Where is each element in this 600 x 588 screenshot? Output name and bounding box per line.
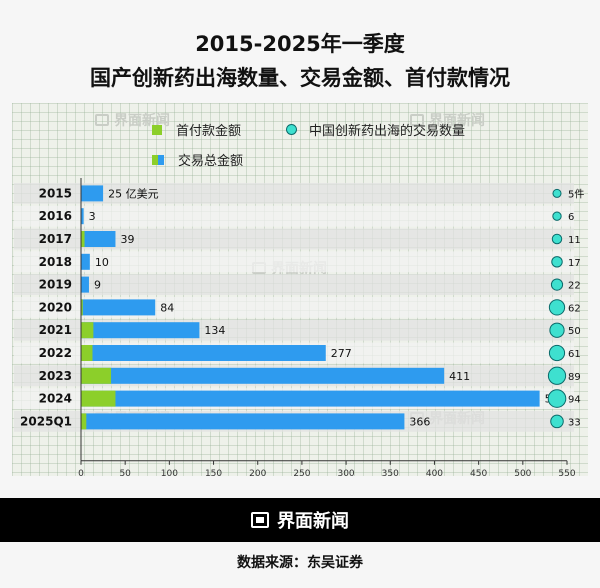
legend-upfront-swatch xyxy=(152,124,162,135)
logo-icon xyxy=(251,512,269,528)
count-bubble xyxy=(549,322,565,338)
legend-total-label: 交易总金额 xyxy=(178,154,244,169)
upfront-amount-bar xyxy=(81,231,85,247)
legend-upfront: 首付款金额 xyxy=(152,120,241,139)
category-label: 2025Q1 xyxy=(20,414,72,428)
x-tick-label: 400 xyxy=(426,469,443,479)
x-tick-label: 250 xyxy=(293,469,310,479)
count-label: 61 xyxy=(568,349,581,360)
category-label: 2021 xyxy=(39,323,72,337)
total-amount-bar xyxy=(81,367,445,384)
chart-title-line1: 2015-2025年一季度 xyxy=(195,32,405,56)
total-amount-bar xyxy=(81,185,104,202)
category-label: 2017 xyxy=(39,232,72,246)
legend-total-swatch-blue xyxy=(158,154,164,165)
total-value-label: 277 xyxy=(331,347,352,360)
count-label: 62 xyxy=(568,303,581,314)
total-amount-bar xyxy=(81,390,540,407)
count-bubble xyxy=(551,256,563,268)
total-amount-bar xyxy=(81,231,116,247)
total-amount-bar xyxy=(81,253,90,270)
count-label: 89 xyxy=(568,372,581,383)
count-bubble xyxy=(550,278,564,291)
x-tick-label: 150 xyxy=(205,469,222,479)
count-label: 17 xyxy=(568,258,581,269)
total-value-label: 39 xyxy=(120,233,134,246)
total-value-label: 25 亿美元 xyxy=(108,187,159,200)
legend-count-bubble-icon xyxy=(286,124,297,135)
x-tick-label: 550 xyxy=(558,469,575,479)
count-bubble xyxy=(548,299,566,316)
count-label: 5件 xyxy=(568,188,584,200)
chart-title-line2: 国产创新药出海数量、交易金额、首付款情况 xyxy=(90,66,510,90)
row-band xyxy=(14,274,574,295)
count-bubble xyxy=(547,389,567,408)
upfront-amount-bar xyxy=(81,299,83,316)
row-band xyxy=(14,228,574,250)
category-label: 2023 xyxy=(39,369,72,383)
total-amount-bar xyxy=(81,345,326,361)
watermark-logo-icon xyxy=(410,114,424,126)
footer-bar: 界面新闻 xyxy=(0,498,600,542)
total-value-label: 3 xyxy=(89,210,96,223)
x-tick-label: 450 xyxy=(470,469,487,479)
total-value-label: 9 xyxy=(94,279,101,292)
legend-count: 中国创新药出海的交易数量 xyxy=(286,120,465,139)
legend-count-label: 中国创新药出海的交易数量 xyxy=(309,124,466,139)
count-label: 50 xyxy=(568,326,581,337)
x-tick-label: 300 xyxy=(337,469,354,479)
x-tick-label: 100 xyxy=(161,469,178,479)
count-bubble xyxy=(552,188,562,198)
upfront-amount-bar xyxy=(81,390,116,407)
row-band xyxy=(14,205,574,227)
count-bubble xyxy=(552,211,562,221)
x-tick-label: 200 xyxy=(249,469,266,479)
legend-total: 交易总金额 xyxy=(152,150,243,169)
count-label: 94 xyxy=(568,395,581,406)
count-bubble xyxy=(550,414,564,429)
source-note: 数据来源：东吴证券 xyxy=(237,555,363,571)
legend-upfront-label: 首付款金额 xyxy=(176,124,242,139)
upfront-amount-bar xyxy=(81,322,94,339)
count-label: 33 xyxy=(568,417,581,428)
watermark-logo-icon xyxy=(95,114,109,126)
category-label: 2016 xyxy=(39,209,72,223)
total-value-label: 10 xyxy=(95,256,109,269)
total-value-label: 134 xyxy=(204,324,225,337)
upfront-amount-bar xyxy=(81,367,112,384)
count-bubble xyxy=(548,344,566,362)
count-label: 6 xyxy=(568,212,574,223)
total-value-label: 411 xyxy=(449,370,470,383)
category-label: 2015 xyxy=(39,186,72,200)
category-label: 2019 xyxy=(39,278,72,292)
count-label: 11 xyxy=(568,235,581,246)
total-amount-bar xyxy=(81,276,89,293)
total-amount-bar xyxy=(81,208,84,225)
row-band xyxy=(14,183,574,204)
category-label: 2018 xyxy=(39,255,72,269)
count-bubble xyxy=(551,233,563,245)
x-tick-label: 500 xyxy=(514,469,531,479)
footer-logo-text: 界面新闻 xyxy=(277,511,349,532)
x-tick-label: 0 xyxy=(78,469,84,479)
category-label: 2024 xyxy=(39,392,72,406)
category-label: 2022 xyxy=(39,346,72,360)
x-tick-label: 50 xyxy=(119,469,131,479)
total-value-label: 366 xyxy=(409,415,430,428)
legend-total-swatch-green xyxy=(152,154,158,165)
upfront-amount-bar xyxy=(81,413,87,430)
watermark: 界面新闻 xyxy=(410,110,485,130)
total-value-label: 84 xyxy=(160,301,174,314)
category-label: 2020 xyxy=(39,300,72,314)
x-tick-label: 350 xyxy=(382,469,399,479)
total-amount-bar xyxy=(81,299,156,316)
row-band xyxy=(14,251,574,273)
count-label: 22 xyxy=(568,281,581,292)
total-amount-bar xyxy=(81,413,405,430)
total-amount-bar xyxy=(81,322,200,339)
upfront-amount-bar xyxy=(81,345,93,361)
count-bubble xyxy=(547,366,567,385)
